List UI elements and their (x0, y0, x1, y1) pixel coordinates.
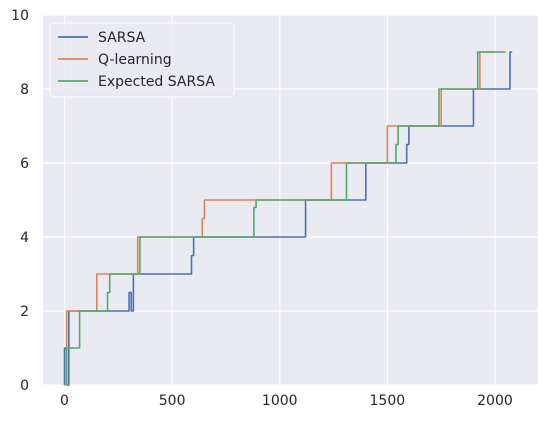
legend-box (49, 22, 235, 98)
legend-label-0: SARSA (98, 30, 146, 46)
y-tick-label: 0 (20, 378, 29, 394)
legend-label-2: Expected SARSA (98, 74, 215, 90)
y-tick-label: 8 (20, 82, 29, 98)
x-tick-label: 1500 (370, 393, 406, 409)
y-tick-label: 2 (20, 304, 29, 320)
x-tick-label: 2000 (477, 393, 513, 409)
y-tick-label: 6 (20, 156, 29, 172)
series-line-1 (64, 51, 495, 386)
series-line-2 (65, 51, 506, 385)
tick-labels: 0 500 1000 1500 2000 0 2 4 6 8 10 (11, 8, 513, 409)
legend-label-1: Q-learning (98, 52, 172, 68)
x-tick-label: 1000 (262, 393, 298, 409)
legend: SARSA Q-learning Expected SARSA (49, 22, 235, 98)
y-tick-label: 10 (11, 8, 29, 24)
x-tick-label: 500 (159, 393, 186, 409)
x-tick-label: 0 (60, 393, 69, 409)
y-tick-label: 4 (20, 230, 29, 246)
series-lines (63, 51, 513, 386)
